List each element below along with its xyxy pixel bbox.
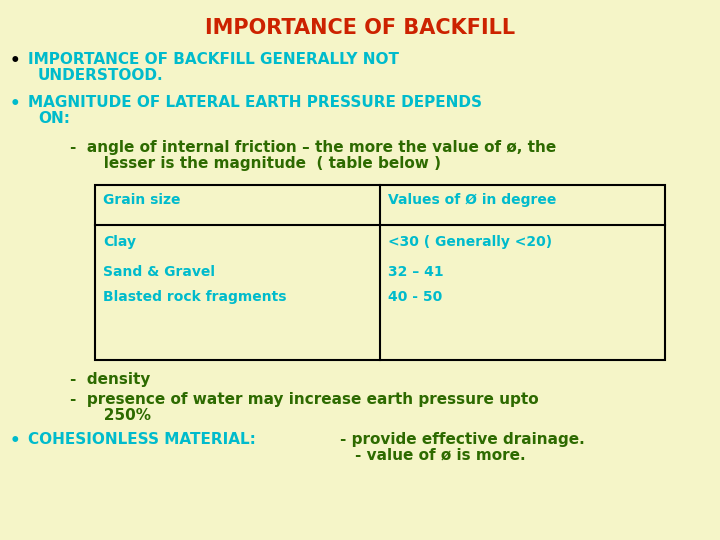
Bar: [95, 185, 665, 360]
Text: -  angle of internal friction – the more the value of ø, the: - angle of internal friction – the more …: [70, 140, 557, 155]
Text: 40 - 50: 40 - 50: [388, 290, 442, 304]
Text: 32 – 41: 32 – 41: [388, 265, 444, 279]
Text: - provide effective drainage.: - provide effective drainage.: [340, 432, 585, 447]
Text: Blasted rock fragments: Blasted rock fragments: [103, 290, 287, 304]
Text: -  presence of water may increase earth pressure upto: - presence of water may increase earth p…: [70, 392, 539, 407]
Text: ON:: ON:: [38, 111, 70, 126]
Text: •: •: [10, 52, 21, 70]
Text: COHESIONLESS MATERIAL:: COHESIONLESS MATERIAL:: [28, 432, 256, 447]
Text: •: •: [10, 432, 21, 450]
Text: lesser is the magnitude  ( table below ): lesser is the magnitude ( table below ): [88, 156, 441, 171]
Text: MAGNITUDE OF LATERAL EARTH PRESSURE DEPENDS: MAGNITUDE OF LATERAL EARTH PRESSURE DEPE…: [28, 95, 482, 110]
Text: Clay: Clay: [103, 235, 136, 249]
Text: IMPORTANCE OF BACKFILL GENERALLY NOT: IMPORTANCE OF BACKFILL GENERALLY NOT: [28, 52, 399, 67]
Text: UNDERSTOOD.: UNDERSTOOD.: [38, 68, 163, 83]
Text: - value of ø is more.: - value of ø is more.: [355, 448, 526, 463]
Text: -  density: - density: [70, 372, 150, 387]
Text: <30 ( Generally <20): <30 ( Generally <20): [388, 235, 552, 249]
Text: 250%: 250%: [88, 408, 151, 423]
Text: Grain size: Grain size: [103, 193, 181, 207]
Text: Values of Ø in degree: Values of Ø in degree: [388, 193, 557, 207]
Text: IMPORTANCE OF BACKFILL: IMPORTANCE OF BACKFILL: [205, 18, 515, 38]
Text: Sand & Gravel: Sand & Gravel: [103, 265, 215, 279]
Text: •: •: [10, 95, 21, 113]
